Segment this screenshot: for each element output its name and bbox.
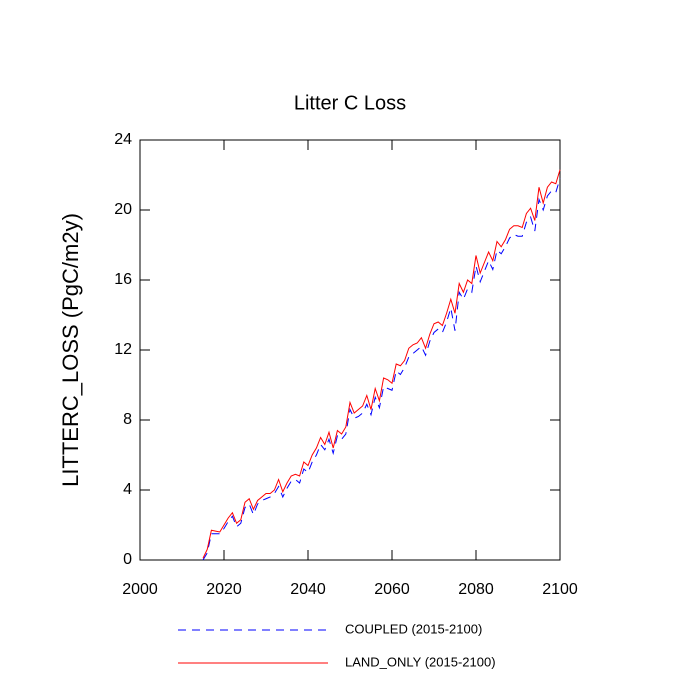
legend-label: COUPLED (2015-2100) <box>345 621 482 636</box>
y-tick-label: 12 <box>114 341 132 358</box>
x-tick-label: 2060 <box>374 581 410 598</box>
x-tick-label: 2020 <box>206 581 242 598</box>
y-axis-label: LITTERC_LOSS (PgC/m2y) <box>58 213 83 487</box>
y-tick-label: 20 <box>114 201 132 218</box>
data-line <box>202 178 561 561</box>
legend-label: LAND_ONLY (2015-2100) <box>345 654 496 669</box>
x-tick-label: 2100 <box>542 581 578 598</box>
chart-title: Litter C Loss <box>294 92 406 114</box>
y-tick-label: 0 <box>123 551 132 568</box>
x-tick-label: 2040 <box>290 581 326 598</box>
y-tick-label: 8 <box>123 411 132 428</box>
x-tick-label: 2080 <box>458 581 494 598</box>
plot-frame <box>139 139 561 561</box>
y-tick-label: 16 <box>114 271 132 288</box>
x-tick-label: 2000 <box>122 581 158 598</box>
y-tick-label: 24 <box>114 131 132 148</box>
data-line <box>202 169 561 559</box>
y-tick-label: 4 <box>123 481 132 498</box>
